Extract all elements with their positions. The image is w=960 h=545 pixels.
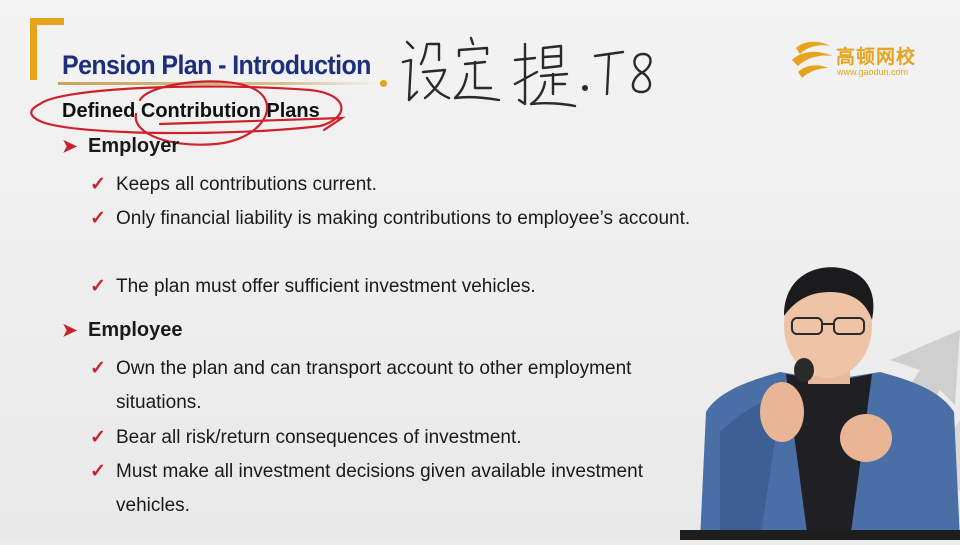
list-item: ✓ The plan must offer sufficient investm… <box>90 270 710 304</box>
logo-name: 高顿网校 <box>836 47 917 68</box>
red-ink-annotation <box>20 74 360 159</box>
presenter-figure-icon <box>700 267 960 540</box>
arrow-bullet-icon: ➤ <box>62 136 78 156</box>
group-heading-employee: ➤ Employee <box>62 319 183 341</box>
checkmark-icon: ✓ <box>90 461 106 482</box>
red-ink-circle-icon <box>30 80 346 146</box>
logo-url: www.gaodun.com <box>837 67 909 77</box>
checkmark-icon: ✓ <box>90 174 106 195</box>
arrow-bullet-icon: ➤ <box>62 320 78 340</box>
list-item: ✓ Bear all risk/return consequences of i… <box>90 421 710 455</box>
handwritten-note <box>395 30 665 125</box>
checkmark-icon: ✓ <box>90 358 106 379</box>
title-bracket-decoration <box>30 18 64 80</box>
checkmark-icon: ✓ <box>90 208 106 229</box>
list-item: ✓ Only financial liability is making con… <box>90 202 710 236</box>
section-title: Defined Contribution Plans <box>62 100 320 122</box>
title-underline <box>58 82 380 85</box>
list-item: ✓ Own the plan and can transport account… <box>90 352 650 420</box>
list-item: ✓ Must make all investment decisions giv… <box>90 455 650 523</box>
group-heading-employer: ➤ Employer <box>62 135 180 157</box>
list-item: ✓ Keeps all contributions current. <box>90 168 710 202</box>
gaodun-logo-mark-icon <box>792 41 832 78</box>
handwritten-note-ink-icon <box>401 36 652 108</box>
presenter-video <box>700 262 960 540</box>
gaodun-logo: 高顿网校 www.gaodun.com <box>790 38 930 80</box>
title-dot-decoration <box>380 80 387 87</box>
checkmark-icon: ✓ <box>90 427 106 448</box>
podium-edge <box>680 530 960 540</box>
slide-title: Pension Plan - Introduction <box>62 50 371 81</box>
checkmark-icon: ✓ <box>90 276 106 297</box>
